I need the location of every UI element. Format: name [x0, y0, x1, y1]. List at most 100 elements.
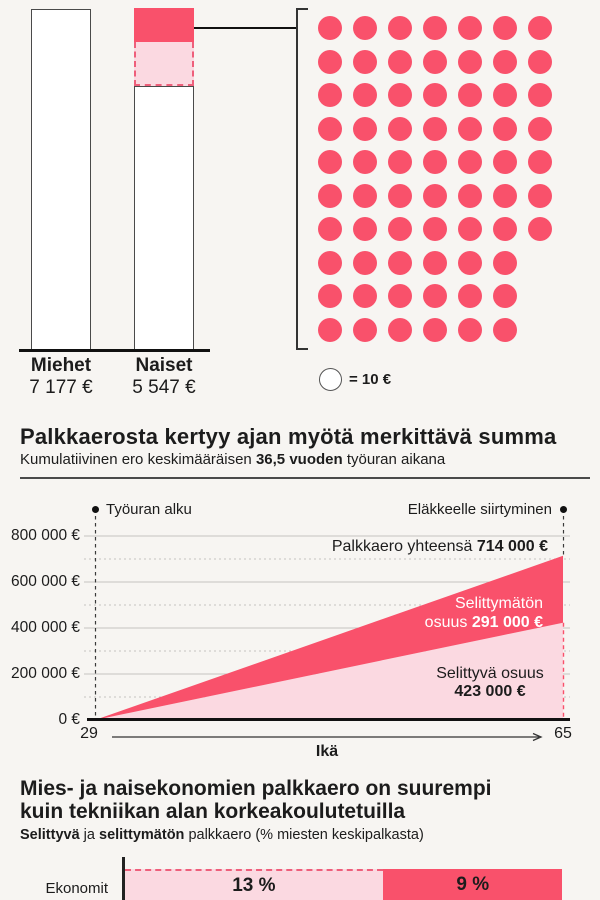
- value-dot: [318, 250, 342, 275]
- value-dot: [388, 284, 412, 309]
- value-dot: [353, 16, 377, 40]
- unexplained-value: 291 000 €: [471, 613, 543, 631]
- comparison-subtitle-mid: ja: [79, 827, 99, 843]
- value-dot: [458, 317, 482, 342]
- subtitle-text-suffix: työuran aikana: [342, 451, 446, 468]
- unexplained-percent-label: 9 %: [456, 873, 490, 895]
- value-dot: [388, 183, 412, 208]
- comparison-subtitle-bold1: Selittyvä: [20, 827, 80, 843]
- value-dot: [353, 150, 377, 175]
- y-axis-tick-label: 600 000 €: [11, 573, 80, 590]
- value-dot: [458, 116, 482, 141]
- explained-label: Selittyvä osuus: [436, 665, 544, 682]
- value-dot: [353, 217, 377, 242]
- x-axis-end-tick: 65: [554, 725, 572, 742]
- value-dot: [318, 83, 342, 108]
- retirement-bullet-icon: [560, 506, 567, 513]
- value-dot: [318, 16, 342, 40]
- value-dot: [423, 83, 447, 108]
- dot-grid-bracket: [296, 8, 298, 350]
- value-dot: [423, 317, 447, 342]
- value-dot: [318, 116, 342, 141]
- y-axis-tick-label: 400 000 €: [11, 619, 80, 636]
- women-salary-bar: [134, 86, 194, 350]
- bracket-top-tick: [296, 8, 308, 10]
- women-unexplained-gap-block: [134, 8, 194, 42]
- value-dot: [528, 183, 552, 208]
- comparison-row-label: Ekonomit: [45, 880, 108, 897]
- value-dot: [423, 284, 447, 309]
- value-dot: [353, 116, 377, 141]
- women-bar-value: 5 547 €: [132, 377, 196, 398]
- cumulative-chart-title: Palkkaerosta kertyy ajan myötä merkittäv…: [20, 424, 557, 449]
- value-dot: [318, 284, 342, 309]
- value-dot: [528, 49, 552, 74]
- unexplained-label-line1: Selittymätön: [454, 595, 543, 612]
- value-dot: [353, 183, 377, 208]
- value-dot: [388, 116, 412, 141]
- men-salary-bar: [31, 9, 91, 350]
- total-gap-text: Palkkaero yhteensä: [331, 538, 477, 555]
- section-divider: [20, 477, 590, 479]
- value-dot: [423, 116, 447, 141]
- y-axis-tick-label: 200 000 €: [11, 665, 80, 682]
- value-dot: [423, 150, 447, 175]
- unexplained-label-line2: osuus 291 000 €: [425, 614, 543, 633]
- explained-value: 423 000 €: [454, 683, 526, 700]
- value-dot: [423, 217, 447, 242]
- subtitle-bold-text: 36,5 vuoden: [255, 451, 343, 468]
- value-dot: [423, 183, 447, 208]
- men-bar-value: 7 177 €: [29, 377, 93, 398]
- comparison-axis-line: [122, 857, 125, 900]
- value-dot: [423, 49, 447, 74]
- women-bar-label: Naiset: [135, 355, 193, 376]
- unexplained-bar-segment: 9 %: [383, 869, 563, 900]
- value-dot: [353, 83, 377, 108]
- value-dot: [493, 317, 517, 342]
- value-dot: [388, 217, 412, 242]
- value-dot: [423, 16, 447, 40]
- value-dot: [493, 83, 517, 108]
- explained-area: [95, 622, 563, 720]
- value-dot: [458, 284, 482, 309]
- gap-connector-line: [194, 27, 297, 29]
- cumulative-chart-subtitle: Kumulatiivinen ero keskimääräisen 36,5 v…: [20, 451, 445, 468]
- value-dot: [493, 183, 517, 208]
- value-dot: [318, 150, 342, 175]
- legend-circle-icon: [319, 368, 342, 391]
- value-dot: [493, 217, 517, 242]
- gap-dot-grid: [318, 16, 578, 356]
- age-arrow-head-icon: [532, 732, 543, 742]
- value-dot: [528, 83, 552, 108]
- value-dot: [458, 49, 482, 74]
- value-dot: [318, 217, 342, 242]
- value-dot: [458, 83, 482, 108]
- value-dot: [493, 16, 517, 40]
- retirement-marker-label: Eläkkeelle siirtyminen: [407, 501, 552, 518]
- value-dot: [458, 250, 482, 275]
- value-dot: [423, 250, 447, 275]
- value-dot: [528, 150, 552, 175]
- comparison-title-line2: kuin tekniikan alan korkeakoulutetuilla: [20, 800, 406, 823]
- value-dot: [458, 150, 482, 175]
- subtitle-text: Kumulatiivinen ero keskimääräisen: [20, 451, 256, 468]
- value-dot: [528, 217, 552, 242]
- value-dot: [353, 284, 377, 309]
- value-dot: [493, 250, 517, 275]
- value-dot: [493, 284, 517, 309]
- value-dot: [353, 317, 377, 342]
- bar-baseline: [19, 349, 210, 352]
- y-axis-tick-label: 0 €: [58, 711, 80, 728]
- value-dot: [388, 83, 412, 108]
- x-axis-start-tick: 29: [80, 725, 98, 742]
- explained-share-annotation: Selittyvä osuus 423 000 €: [410, 666, 570, 700]
- comparison-subtitle: Selittyvä ja selittymätön palkkaero (% m…: [20, 827, 424, 843]
- value-dot: [353, 49, 377, 74]
- value-dot: [388, 49, 412, 74]
- value-dot: [388, 250, 412, 275]
- value-dot: [353, 250, 377, 275]
- value-dot: [388, 150, 412, 175]
- comparison-subtitle-bold2: selittymätön: [99, 827, 185, 843]
- men-bar-label: Miehet: [30, 355, 92, 376]
